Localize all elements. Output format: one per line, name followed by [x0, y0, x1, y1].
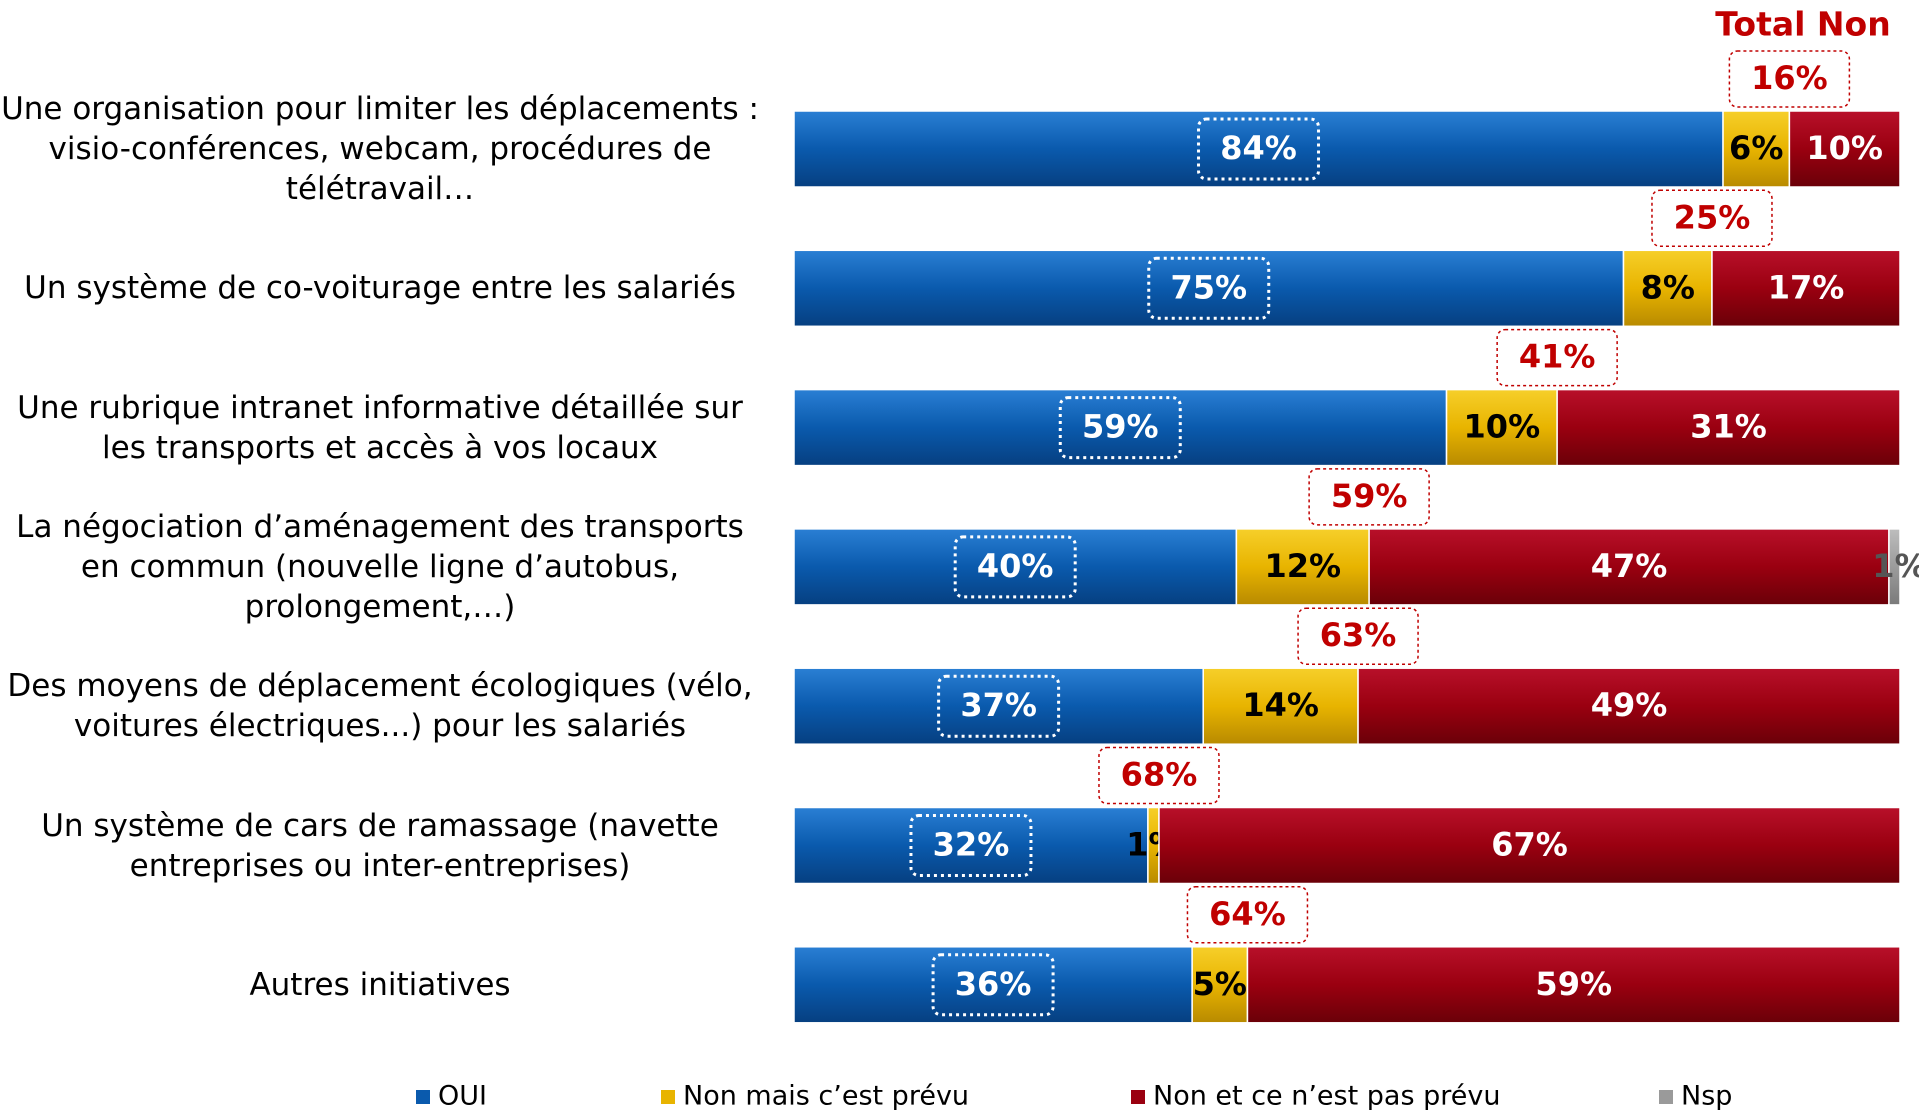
label-box	[1147, 256, 1271, 320]
bar-segment	[1722, 110, 1791, 188]
value-label: 59%	[1535, 965, 1612, 1003]
bar-segment	[1368, 528, 1890, 606]
bar-segment	[1158, 806, 1901, 885]
bar-segment	[793, 946, 1193, 1024]
category-label: Un système de co-voiturage entre les sal…	[24, 270, 736, 307]
total-label: 59%	[1331, 477, 1408, 515]
label-box	[953, 535, 1077, 599]
bar-segment	[793, 528, 1238, 606]
bar-segment	[1191, 946, 1249, 1024]
bar-segment	[1235, 528, 1370, 606]
category-label: Une organisation pour limiter les déplac…	[1, 91, 759, 207]
value-label: 40%	[977, 547, 1054, 585]
value-label: 49%	[1591, 686, 1668, 724]
total-box	[1308, 468, 1430, 526]
bar-segment	[793, 110, 1724, 188]
label-box	[909, 814, 1033, 877]
value-label: 10%	[1806, 129, 1883, 167]
total-box	[1651, 189, 1773, 248]
value-label: 6%	[1729, 129, 1783, 167]
total-box	[1186, 886, 1309, 944]
bar-segment	[1445, 388, 1558, 467]
value-label: 17%	[1768, 268, 1845, 306]
value-label: 84%	[1220, 129, 1297, 167]
value-label: 36%	[955, 965, 1032, 1003]
label-box	[931, 953, 1055, 1017]
legend-swatch	[661, 1090, 675, 1104]
bar-segment	[1622, 249, 1713, 328]
value-label: 1%	[1872, 547, 1919, 585]
value-label: 37%	[960, 686, 1037, 724]
value-label: 32%	[933, 826, 1010, 864]
legend-label: Nsp	[1681, 1081, 1732, 1111]
bar-segment	[1711, 249, 1901, 328]
legend-swatch	[416, 1090, 430, 1104]
total-box	[1297, 607, 1419, 665]
total-label: 25%	[1674, 198, 1751, 236]
value-label: 10%	[1464, 408, 1541, 446]
bar-segment	[1357, 667, 1901, 745]
label-box	[1197, 117, 1321, 181]
bar-segment	[1888, 528, 1901, 606]
value-label: 31%	[1690, 408, 1767, 446]
bar-segment	[1788, 110, 1901, 188]
value-label: 47%	[1591, 547, 1668, 585]
value-label: 14%	[1242, 686, 1319, 724]
total-label: 41%	[1519, 338, 1596, 376]
legend-swatch	[1131, 1090, 1145, 1104]
value-label: 12%	[1264, 547, 1341, 585]
total-label: 63%	[1320, 616, 1397, 654]
total-label: 16%	[1751, 59, 1828, 97]
bar-segment	[1246, 946, 1901, 1024]
bar-segment	[1556, 388, 1901, 467]
bar-segment	[793, 388, 1448, 467]
bar-segment	[1202, 667, 1359, 745]
label-box	[1058, 396, 1182, 460]
legend-label: OUI	[438, 1081, 487, 1111]
total-box	[1496, 328, 1618, 387]
total-label: 68%	[1121, 756, 1198, 794]
value-label: 8%	[1641, 268, 1695, 306]
value-label: 59%	[1082, 408, 1159, 446]
total-title: Total Non	[1715, 5, 1890, 44]
category-label: La négociation d’aménagement des transpo…	[16, 508, 744, 625]
legend-label: Non mais c’est prévu	[683, 1081, 969, 1111]
bar-segment	[793, 249, 1625, 328]
value-label: 67%	[1491, 826, 1568, 864]
bar-segment	[793, 667, 1204, 745]
category-label: Un système de cars de ramassage (navette…	[41, 807, 719, 884]
total-box	[1728, 50, 1851, 108]
legend-label: Non et ce n’est pas prévu	[1153, 1081, 1500, 1111]
value-label: 75%	[1170, 268, 1247, 306]
legend-swatch	[1659, 1090, 1673, 1104]
category-label: Autres initiatives	[249, 966, 511, 1003]
category-label: Des moyens de déplacement écologiques (v…	[7, 668, 753, 745]
label-box	[937, 674, 1061, 738]
total-box	[1098, 746, 1220, 805]
category-label: Une rubrique intranet informative détail…	[17, 389, 743, 466]
total-label: 64%	[1209, 895, 1286, 933]
value-label: 5%	[1193, 965, 1247, 1003]
